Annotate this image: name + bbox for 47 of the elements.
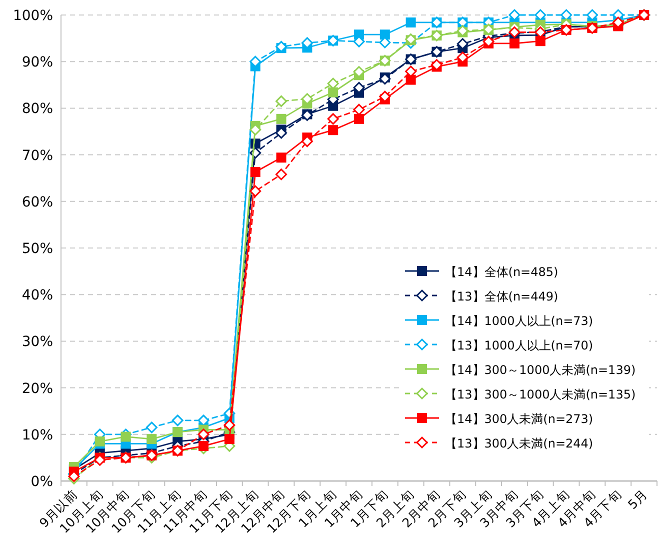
point [250, 167, 260, 178]
legend-label: 【13】300～1000人未満(n=135) [445, 388, 636, 402]
y-tick-label: 90% [22, 54, 53, 71]
point [172, 414, 184, 426]
point [276, 95, 288, 107]
y-tick-label: 70% [22, 148, 53, 164]
point [406, 17, 416, 28]
point [224, 419, 236, 431]
point [327, 113, 339, 125]
legend-label: 【14】全体(n=485) [445, 265, 558, 279]
point [509, 38, 520, 48]
y-tick-label: 80% [22, 101, 53, 118]
point [120, 432, 131, 442]
x-tick-label: 5月 [624, 486, 650, 512]
y-tick-label: 100% [12, 8, 53, 24]
legend-label: 【13】1000人以上(n=70) [445, 338, 594, 352]
point [94, 436, 105, 446]
point [328, 87, 338, 98]
point [224, 434, 234, 444]
legend-label: 【14】300人未満(n=273) [445, 412, 594, 426]
point [380, 30, 390, 40]
point [406, 74, 416, 85]
y-tick-label: 0% [30, 474, 53, 490]
point [146, 434, 157, 444]
point [250, 185, 262, 197]
y-tick-label: 20% [22, 380, 53, 397]
legend-label: 【14】1000人以上(n=73) [445, 314, 594, 328]
y-tick-label: 50% [22, 241, 53, 257]
y-tick-label: 40% [22, 288, 53, 304]
y-tick-label: 30% [22, 334, 53, 350]
point [328, 125, 338, 136]
legend-label: 【13】300人未満(n=244) [445, 436, 594, 450]
point [354, 114, 364, 124]
y-tick-label: 10% [22, 427, 53, 444]
point [276, 114, 286, 124]
legend-label: 【14】300～1000人未満(n=139) [445, 363, 636, 377]
point [276, 168, 288, 180]
point [198, 441, 209, 452]
y-tick-label: 60% [22, 194, 53, 210]
point [276, 152, 286, 163]
point [198, 428, 210, 440]
point [276, 40, 288, 52]
point [535, 36, 546, 46]
point [250, 56, 262, 68]
point [146, 422, 158, 434]
legend-label: 【13】全体(n=449) [445, 290, 558, 304]
point [353, 104, 365, 116]
